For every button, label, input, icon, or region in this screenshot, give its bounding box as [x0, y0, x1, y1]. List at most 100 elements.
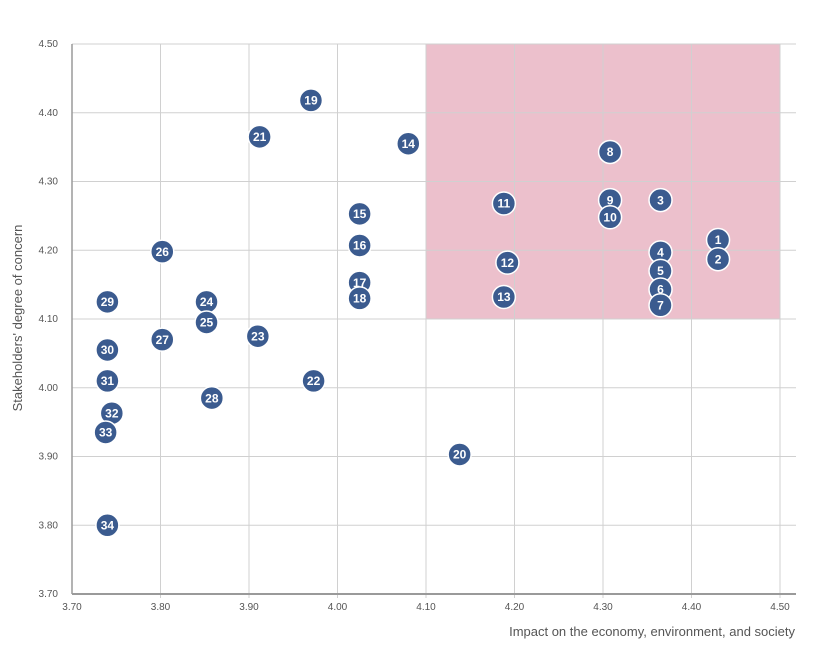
data-point: 19 — [298, 88, 324, 113]
y-tick-label: 3.90 — [39, 452, 59, 463]
data-point: 22 — [301, 368, 326, 394]
point-marker — [347, 201, 372, 227]
data-point: 20 — [447, 442, 472, 467]
point-marker — [495, 250, 520, 275]
data-point: 12 — [495, 250, 520, 275]
point-label: 17 — [353, 276, 367, 290]
y-tick-label: 4.30 — [39, 177, 59, 188]
point-marker — [396, 131, 421, 156]
point-label: 5 — [657, 264, 664, 278]
data-points: 1234567891011121314151617181920212223242… — [93, 88, 731, 538]
point-marker — [648, 293, 673, 318]
point-label: 19 — [304, 94, 318, 108]
data-point: 11 — [491, 191, 517, 216]
data-point: 14 — [396, 131, 421, 156]
point-label: 33 — [99, 426, 113, 440]
data-point: 29 — [95, 289, 120, 315]
point-label: 12 — [501, 256, 515, 270]
tick-labels: 3.70 3.80 3.90 4.00 4.10 4.20 4.30 4.40 4.50 3.70… — [39, 39, 791, 613]
data-point: 1 — [705, 227, 731, 253]
point-marker — [301, 368, 326, 394]
point-marker — [597, 139, 623, 165]
point-marker — [93, 420, 118, 445]
gridlines — [72, 43, 796, 598]
x-tick-label: 3.90 — [239, 602, 259, 613]
data-point: 28 — [199, 385, 225, 411]
point-label: 4 — [657, 246, 664, 260]
data-point: 3 — [648, 187, 673, 213]
point-label: 23 — [251, 329, 265, 343]
point-label: 6 — [657, 283, 664, 297]
y-tick-label: 4.20 — [39, 245, 59, 256]
point-label: 34 — [101, 518, 115, 532]
point-marker — [95, 337, 120, 363]
x-tick-label: 4.00 — [328, 602, 348, 613]
data-point: 24 — [194, 289, 219, 315]
x-tick-label: 4.20 — [505, 602, 525, 613]
point-marker — [347, 286, 372, 311]
point-marker — [95, 368, 120, 394]
data-point: 25 — [194, 310, 219, 335]
data-point: 34 — [95, 513, 120, 538]
point-marker — [150, 239, 175, 264]
point-label: 8 — [607, 145, 614, 159]
data-point: 30 — [95, 337, 120, 363]
point-marker — [199, 385, 225, 411]
point-label: 27 — [156, 333, 170, 347]
y-tick-label: 4.50 — [39, 39, 59, 50]
axes — [71, 44, 796, 595]
data-point: 7 — [648, 293, 673, 318]
point-label: 22 — [307, 374, 321, 388]
point-label: 29 — [101, 295, 115, 309]
data-point: 26 — [150, 239, 175, 264]
point-label: 13 — [497, 290, 511, 304]
point-label: 21 — [253, 130, 267, 144]
point-marker — [491, 191, 517, 216]
point-marker — [95, 289, 120, 315]
x-tick-label: 3.70 — [62, 602, 82, 613]
point-label: 7 — [657, 298, 664, 312]
x-axis-title: Impact on the economy, environment, and … — [509, 624, 795, 639]
data-point: 16 — [347, 233, 372, 258]
y-axis-title: Stakeholders' degree of concern — [10, 225, 25, 412]
data-point: 27 — [150, 327, 175, 352]
point-label: 3 — [657, 193, 664, 207]
point-marker — [95, 513, 120, 538]
point-marker — [298, 88, 324, 113]
point-label: 32 — [105, 406, 119, 420]
point-label: 24 — [200, 295, 214, 309]
point-marker — [247, 124, 272, 150]
point-label: 9 — [607, 193, 614, 207]
point-marker — [705, 246, 731, 272]
data-point: 2 — [705, 246, 731, 272]
data-point: 8 — [597, 139, 623, 165]
x-tick-label: 4.40 — [682, 602, 702, 613]
x-tick-label: 4.10 — [416, 602, 436, 613]
point-marker — [150, 327, 175, 352]
point-label: 20 — [453, 448, 467, 462]
data-point: 10 — [597, 205, 623, 230]
y-tick-label: 4.00 — [39, 383, 59, 394]
point-label: 25 — [200, 316, 214, 330]
point-label: 14 — [402, 137, 416, 151]
point-marker — [347, 233, 372, 258]
point-label: 16 — [353, 239, 367, 253]
x-tick-label: 4.30 — [593, 602, 613, 613]
point-label: 18 — [353, 292, 367, 306]
point-marker — [245, 323, 271, 349]
point-label: 26 — [156, 245, 170, 259]
data-point: 32 — [99, 400, 125, 426]
y-tick-label: 4.10 — [39, 314, 59, 325]
point-marker — [597, 205, 623, 230]
point-label: 10 — [603, 210, 617, 224]
data-point: 4 — [648, 240, 673, 265]
point-label: 30 — [101, 343, 115, 357]
y-tick-label: 3.80 — [39, 520, 59, 531]
point-marker — [648, 187, 673, 213]
data-point: 33 — [93, 420, 118, 445]
y-tick-label: 4.40 — [39, 108, 59, 119]
point-label: 1 — [715, 233, 722, 247]
data-point: 15 — [347, 201, 372, 227]
data-point: 23 — [245, 323, 271, 349]
